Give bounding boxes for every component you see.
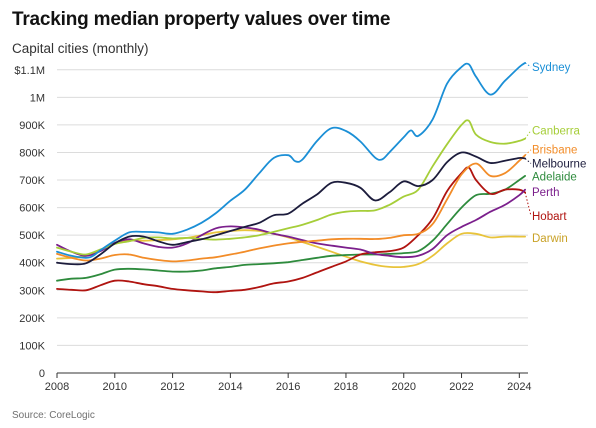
series-line-sydney (56, 62, 526, 259)
series-line-canberra (56, 119, 526, 256)
x-tick-label: 2020 (392, 381, 416, 393)
x-tick-label: 2014 (218, 381, 242, 393)
series-label-perth: Perth (532, 187, 560, 199)
y-tick-label: $1.1M (14, 65, 45, 77)
series-label-melbourne: Melbourne (532, 159, 586, 171)
series-lines (56, 62, 526, 294)
label-leader-line (524, 130, 532, 139)
label-leader-line (524, 62, 532, 68)
label-leader-line (524, 192, 532, 217)
y-tick-label: 1M (30, 92, 45, 104)
y-axis-tick-labels: 0 100K 200K 300K 400K 500K 600K 700K 800K 900K 1M $… (14, 65, 45, 380)
chart-subtitle: Capital cities (monthly) (12, 41, 149, 56)
x-tick-label: 2016 (276, 381, 300, 393)
y-tick-label: 100K (19, 340, 45, 352)
x-tick-label: 2010 (103, 381, 127, 393)
series-label-canberra: Canberra (532, 125, 581, 137)
y-tick-label: 400K (19, 258, 45, 270)
series-label-sydney: Sydney (532, 62, 571, 74)
series-label-hobart: Hobart (532, 211, 567, 223)
x-tick-label: 2022 (449, 381, 473, 393)
series-label-adelaide: Adelaide (532, 172, 577, 184)
y-tick-label: 500K (19, 230, 45, 242)
series-line-melbourne (56, 151, 526, 266)
chart-title: Tracking median property values over tim… (12, 9, 391, 30)
label-leader-line (524, 158, 532, 164)
chart-source: Source: CoreLogic (12, 410, 95, 421)
x-tick-label: 2018 (334, 381, 358, 393)
series-line-brisbane (56, 154, 526, 263)
y-tick-label: 700K (19, 175, 45, 187)
series-line-adelaide (56, 175, 526, 282)
x-tick-label: 2024 (507, 381, 531, 393)
series-label-brisbane: Brisbane (532, 145, 577, 157)
gridlines (57, 69, 528, 346)
y-tick-label: 300K (19, 285, 45, 297)
y-tick-label: 200K (19, 313, 45, 325)
label-leader-line (524, 149, 532, 156)
x-axis: 2008 2010 2012 2014 2016 2018 2020 2022 2024 (45, 372, 532, 393)
y-tick-label: 800K (19, 147, 45, 159)
y-tick-label: 600K (19, 203, 45, 215)
line-chart: 0 100K 200K 300K 400K 500K 600K 700K 800K 900K 1M $… (14, 62, 586, 393)
series-line-perth (56, 188, 526, 259)
x-tick-label: 2008 (45, 381, 69, 393)
series-label-darwin: Darwin (532, 233, 568, 245)
x-tick-label: 2012 (160, 381, 184, 393)
y-tick-label: 900K (19, 120, 45, 132)
y-tick-label: 0 (39, 368, 45, 380)
